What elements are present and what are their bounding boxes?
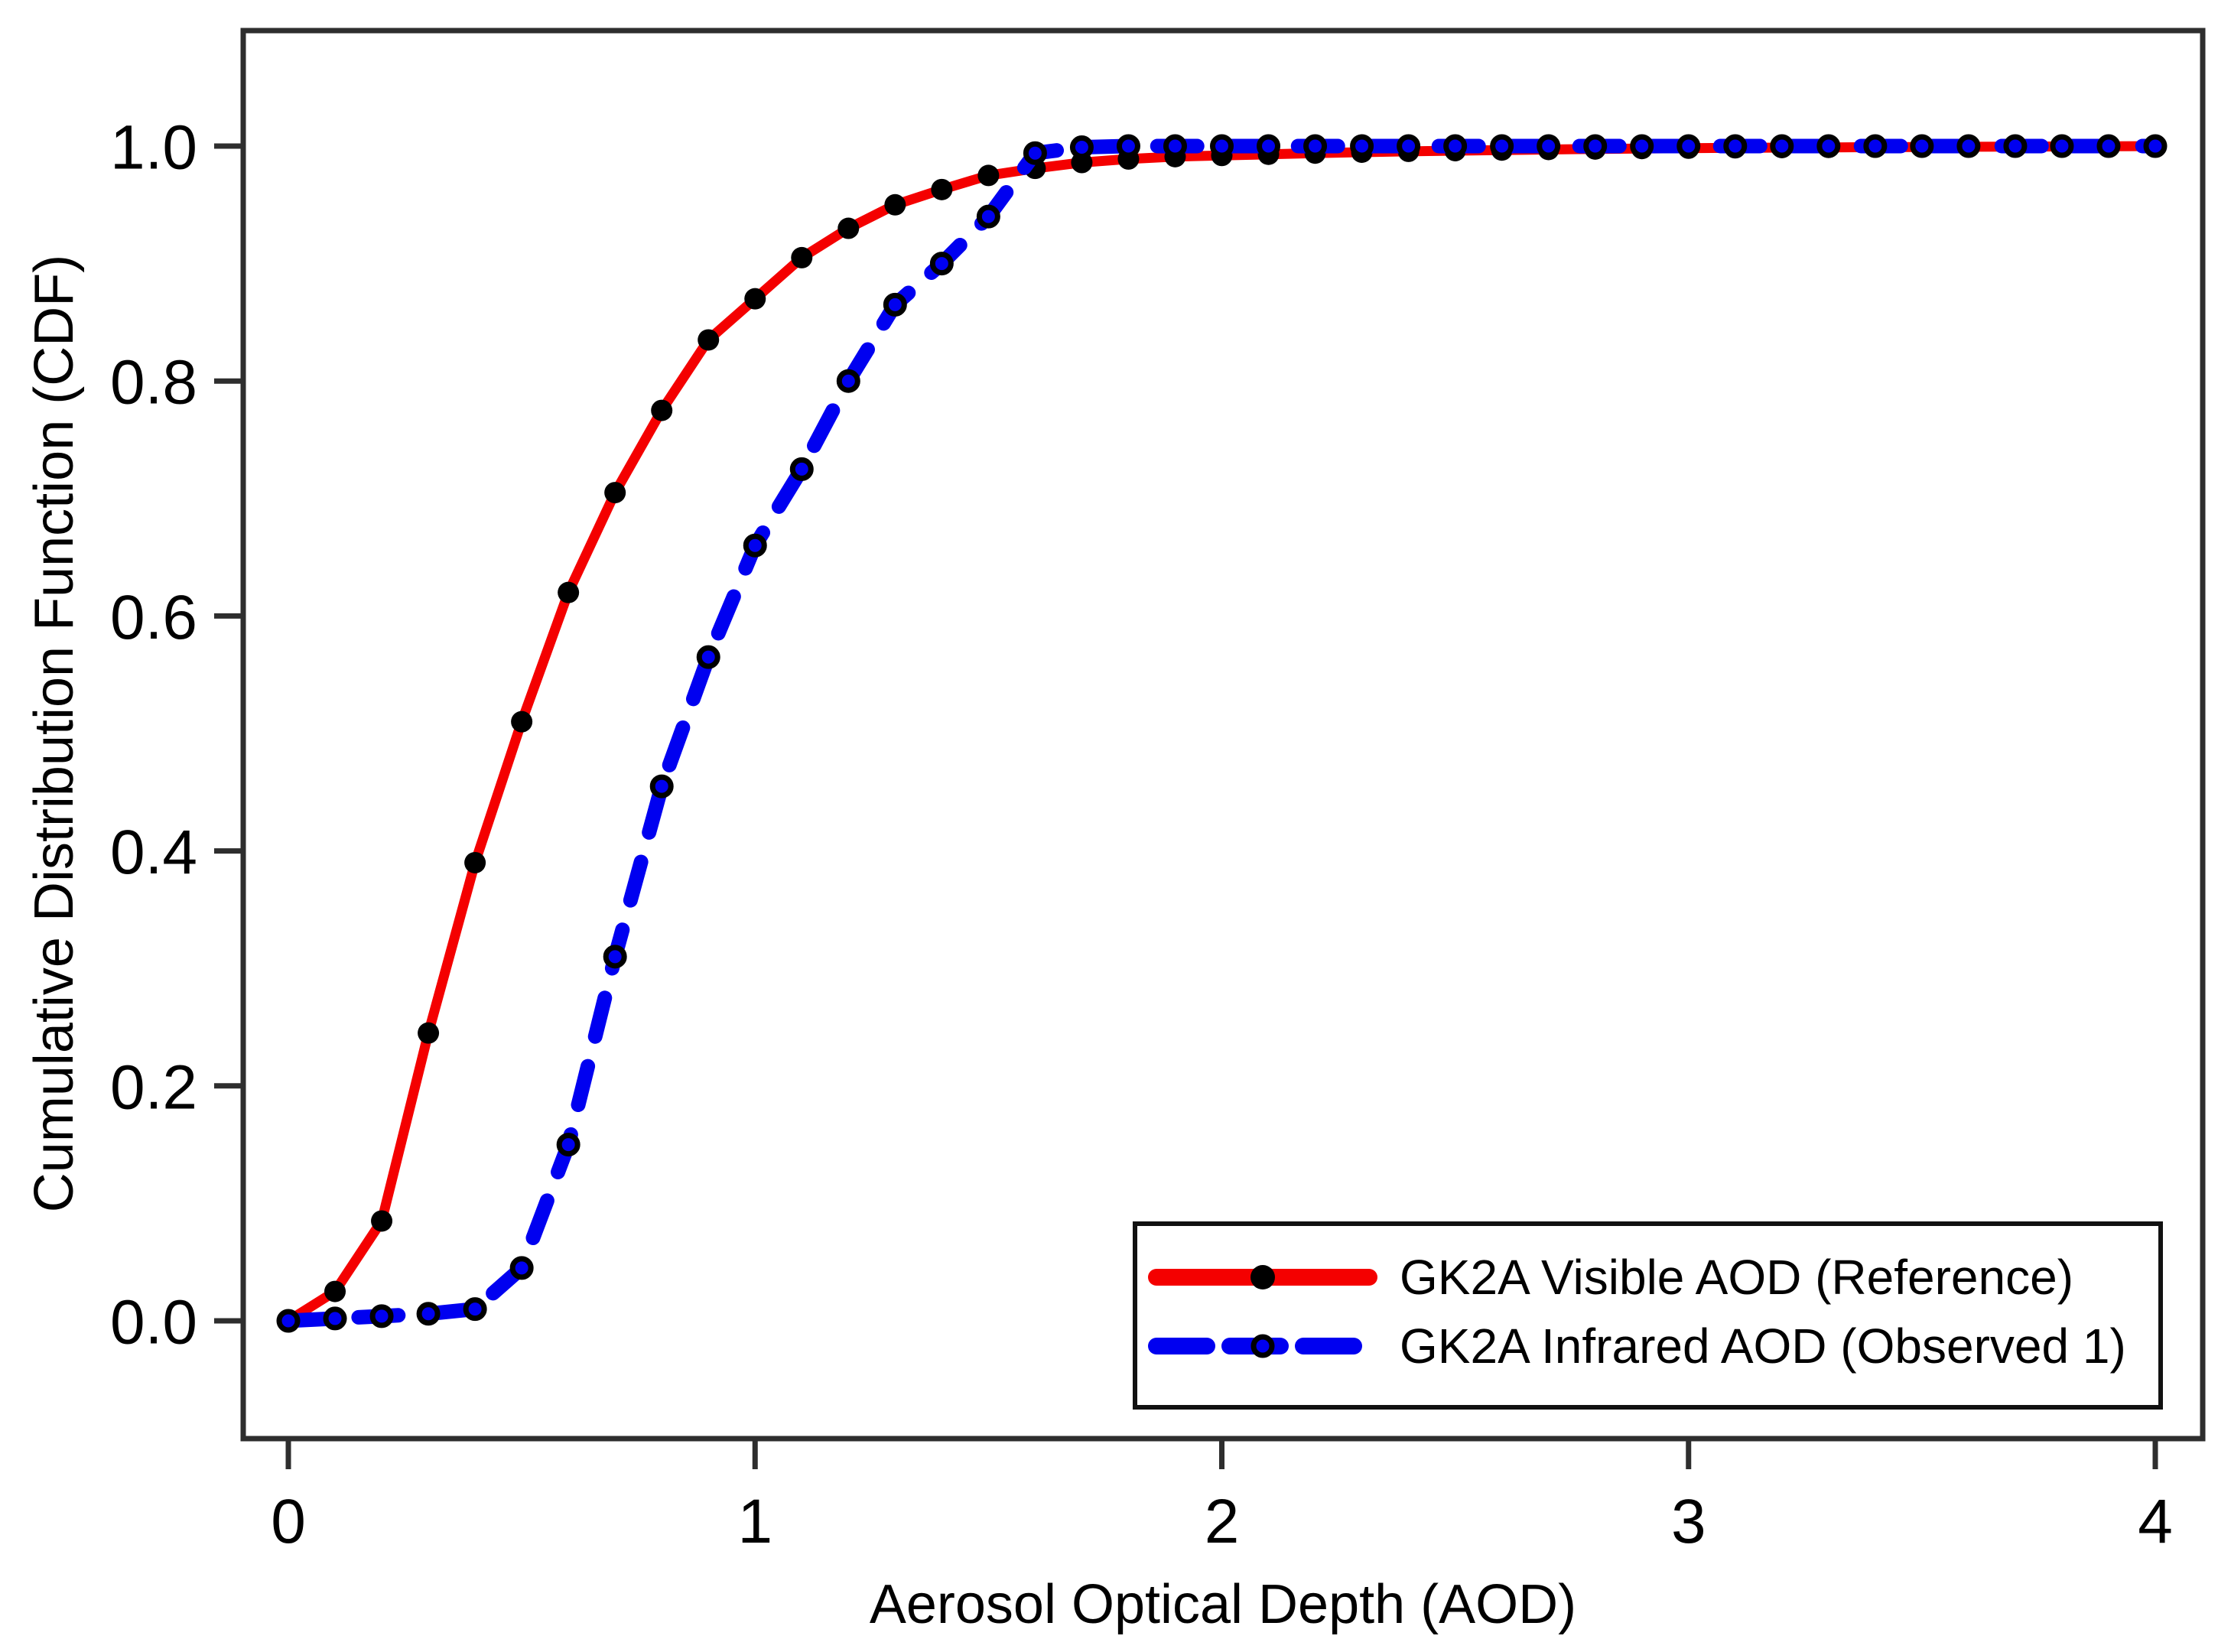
data-point-dot-icon [558, 581, 580, 603]
data-point-circle-icon [1116, 134, 1140, 158]
legend-box [1133, 1221, 2163, 1410]
data-point-circle-icon [556, 1133, 581, 1157]
data-point-circle-icon [649, 774, 674, 798]
data-point-dot-icon [511, 711, 533, 733]
data-point-dot-icon [464, 851, 486, 873]
data-point-circle-icon [1069, 135, 1094, 160]
data-point-circle-icon [1490, 134, 1514, 158]
data-point-circle-icon [1863, 134, 1888, 158]
data-point-circle-icon [1630, 134, 1654, 158]
data-point-circle-icon [836, 369, 860, 393]
data-point-circle-icon [743, 533, 767, 558]
data-point-circle-icon [1537, 134, 1561, 158]
legend-label-reference: GK2A Visible AOD (Reference) [1400, 1250, 2073, 1305]
data-point-dot-icon [744, 288, 766, 310]
data-point-circle-icon [1257, 134, 1281, 158]
data-point-dot-icon [651, 399, 673, 421]
data-point-circle-icon [789, 457, 814, 481]
data-point-circle-icon [603, 945, 627, 969]
legend: GK2A Visible AOD (Reference) GK2A Infrar… [1133, 1221, 2163, 1410]
data-point-circle-icon [1443, 134, 1468, 158]
x-tick-label: 2 [1205, 1487, 1240, 1556]
data-point-circle-icon [1677, 134, 1701, 158]
y-tick-label: 0.6 [110, 583, 197, 652]
data-point-dot-icon [418, 1022, 440, 1044]
data-point-circle-icon [1770, 134, 1794, 158]
y-tick-label: 0.2 [110, 1052, 197, 1122]
data-point-circle-icon [369, 1304, 394, 1328]
data-point-circle-icon [1816, 134, 1841, 158]
x-tick-label: 0 [271, 1487, 306, 1556]
data-point-circle-icon [1163, 134, 1187, 158]
data-point-circle-icon [1910, 134, 1934, 158]
data-point-circle-icon [2096, 134, 2121, 158]
y-tick-label: 0.4 [110, 818, 197, 887]
data-point-circle-icon [976, 204, 1000, 229]
data-point-circle-icon [1023, 141, 1047, 165]
y-axis-ticks: 0.0 0.2 0.4 0.6 0.8 1.0 [110, 113, 243, 1358]
data-point-dot-icon [604, 482, 626, 504]
x-axis-title: Aerosol Optical Depth (AOD) [870, 1574, 1576, 1635]
x-tick-label: 1 [737, 1487, 772, 1556]
data-point-circle-icon [696, 645, 720, 669]
y-tick-label: 0.0 [110, 1288, 197, 1358]
data-point-dot-icon [837, 217, 860, 239]
data-point-circle-icon [416, 1302, 441, 1326]
data-point-circle-icon [883, 292, 907, 317]
series-observed [276, 134, 2168, 1333]
data-point-dot-icon [371, 1210, 393, 1232]
y-axis-title: Cumulative Distribution Function (CDF) [24, 255, 85, 1212]
data-point-circle-icon [276, 1309, 301, 1333]
data-point-circle-icon [929, 252, 954, 276]
data-point-circle-icon [1210, 134, 1234, 158]
x-tick-label: 4 [2138, 1487, 2173, 1556]
legend-sample-marker-dot-icon [1250, 1265, 1275, 1289]
data-point-circle-icon [1303, 134, 1328, 158]
data-point-circle-icon [463, 1297, 487, 1322]
data-point-circle-icon [2003, 134, 2028, 158]
data-point-circle-icon [1956, 134, 1981, 158]
y-tick-label: 0.8 [110, 348, 197, 418]
data-point-dot-icon [324, 1280, 346, 1302]
data-point-dot-icon [791, 246, 813, 268]
data-point-circle-icon [1583, 134, 1608, 158]
data-point-circle-icon [1350, 134, 1374, 158]
legend-label-observed: GK2A Infrared AOD (Observed 1) [1400, 1319, 2126, 1374]
data-point-circle-icon [2050, 134, 2074, 158]
data-point-dot-icon [977, 164, 1000, 187]
data-point-circle-icon [1397, 134, 1421, 158]
data-point-dot-icon [931, 178, 953, 200]
data-point-dot-icon [698, 329, 720, 351]
data-point-circle-icon [1723, 134, 1748, 158]
data-point-circle-icon [509, 1256, 534, 1280]
legend-sample-marker-circle-icon [1250, 1334, 1275, 1358]
data-point-dot-icon [884, 193, 906, 216]
y-tick-label: 1.0 [110, 113, 197, 183]
data-point-circle-icon [2143, 134, 2168, 158]
x-axis-ticks: 0 1 2 3 4 [271, 1439, 2173, 1556]
series-layer [276, 134, 2168, 1333]
x-tick-label: 3 [1671, 1487, 1706, 1556]
data-point-circle-icon [323, 1306, 347, 1331]
